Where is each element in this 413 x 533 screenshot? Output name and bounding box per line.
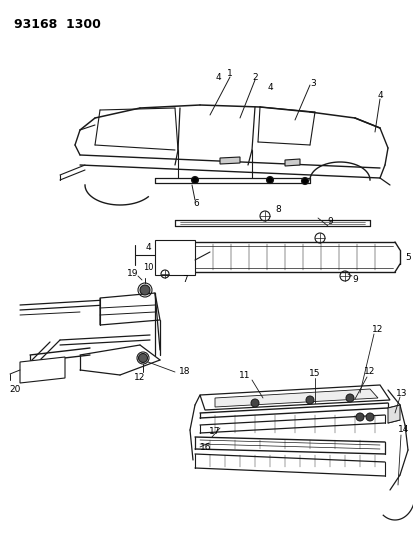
Circle shape xyxy=(138,353,147,362)
Text: 16: 16 xyxy=(200,442,211,451)
Text: 11: 11 xyxy=(239,370,250,379)
Circle shape xyxy=(191,176,198,183)
Text: 5: 5 xyxy=(404,253,410,262)
Circle shape xyxy=(365,413,373,421)
Polygon shape xyxy=(20,357,65,383)
Text: 18: 18 xyxy=(179,367,190,376)
Text: 12: 12 xyxy=(371,326,383,335)
Polygon shape xyxy=(214,389,377,407)
Text: 13: 13 xyxy=(395,389,407,398)
Text: 4: 4 xyxy=(266,84,272,93)
Text: 15: 15 xyxy=(309,369,320,378)
Text: 19: 19 xyxy=(127,269,138,278)
Text: 17: 17 xyxy=(209,427,220,437)
Text: 14: 14 xyxy=(397,425,409,434)
Polygon shape xyxy=(219,157,240,164)
Text: 93168  1300: 93168 1300 xyxy=(14,18,101,31)
Polygon shape xyxy=(100,293,159,325)
Circle shape xyxy=(355,413,363,421)
Text: 9: 9 xyxy=(326,217,332,227)
Text: 7: 7 xyxy=(182,276,188,285)
Polygon shape xyxy=(284,159,299,166)
Text: 12: 12 xyxy=(363,367,375,376)
Text: 1: 1 xyxy=(227,69,232,78)
Text: 2: 2 xyxy=(252,72,257,82)
Text: 6: 6 xyxy=(192,199,198,208)
Circle shape xyxy=(305,396,313,404)
Text: 4: 4 xyxy=(145,243,150,252)
Text: 20: 20 xyxy=(9,385,21,394)
Text: 4: 4 xyxy=(215,72,220,82)
Polygon shape xyxy=(387,405,399,423)
Polygon shape xyxy=(154,240,195,275)
Circle shape xyxy=(250,399,259,407)
Text: 3: 3 xyxy=(309,78,315,87)
Circle shape xyxy=(301,177,308,184)
Text: 12: 12 xyxy=(134,374,145,383)
Text: 8: 8 xyxy=(275,206,280,214)
Text: 9: 9 xyxy=(351,276,357,285)
Circle shape xyxy=(140,285,150,295)
Circle shape xyxy=(345,394,353,402)
Polygon shape xyxy=(199,385,389,410)
Text: 4: 4 xyxy=(376,91,382,100)
Circle shape xyxy=(266,176,273,183)
Text: 10: 10 xyxy=(142,262,153,271)
